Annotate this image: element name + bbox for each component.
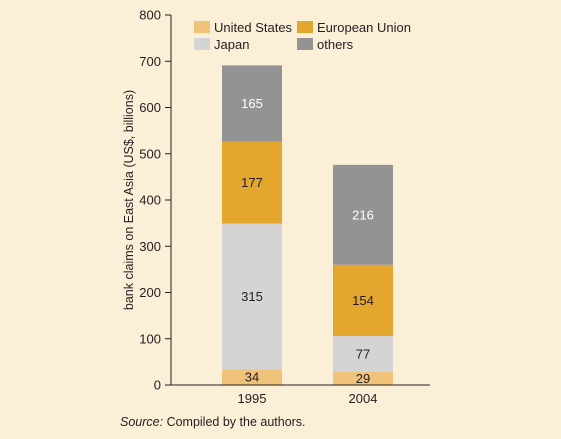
data-label-united-states-2004: 29 <box>356 371 370 386</box>
y-tick-label: 500 <box>139 146 161 161</box>
bar-segment-japan-1995 <box>222 223 282 370</box>
legend-label-others: others <box>317 37 354 52</box>
bar-segment-others-1995 <box>222 65 282 142</box>
bar-stack-2004: 29 77 154 216 <box>333 164 393 386</box>
legend-item-others: others <box>297 37 354 52</box>
legend: United States European Union Japan others <box>194 20 411 52</box>
legend-swatch-others <box>297 38 313 50</box>
source-prefix: Source: <box>120 415 164 429</box>
legend-swatch-japan <box>194 38 210 50</box>
bar-segment-united-states-1995 <box>222 369 282 385</box>
bar-segment-japan-2004 <box>333 335 393 372</box>
bar-segment-others-2004 <box>333 164 393 265</box>
y-axis: 0 100 200 300 400 500 600 700 800 <box>139 8 172 393</box>
x-tick-label: 2004 <box>349 391 378 406</box>
y-axis-label: bank claims on East Asia (US$, billions) <box>122 90 136 310</box>
legend-item-european-union: European Union <box>297 20 411 35</box>
data-label-united-states-1995: 34 <box>245 370 259 385</box>
data-label-japan-1995: 315 <box>241 289 263 304</box>
y-tick-label: 300 <box>139 239 161 254</box>
y-tick-label: 700 <box>139 54 161 69</box>
bar-segment-united-states-2004 <box>333 371 393 385</box>
stacked-bar-chart: 0 100 200 300 400 500 600 700 800 34 315 177 165 29 7… <box>122 8 430 406</box>
y-tick-label: 400 <box>139 193 161 208</box>
bar-stack-1995: 34 315 177 165 <box>222 65 282 385</box>
y-tick-label: 200 <box>139 285 161 300</box>
legend-label-european-union: European Union <box>317 20 411 35</box>
y-tick-label: 100 <box>139 331 161 346</box>
x-axis: 1995 2004 <box>171 384 430 406</box>
data-label-others-2004: 216 <box>352 207 374 222</box>
legend-item-japan: Japan <box>194 37 249 52</box>
legend-label-japan: Japan <box>214 37 249 52</box>
source-text: Compiled by the authors. <box>163 415 306 429</box>
legend-label-united-states: United States <box>214 20 293 35</box>
data-label-others-1995: 165 <box>241 96 263 111</box>
data-label-japan-2004: 77 <box>356 346 370 361</box>
data-label-european-union-1995: 177 <box>241 175 263 190</box>
y-tick-label: 600 <box>139 100 161 115</box>
y-tick-label: 0 <box>154 378 161 393</box>
legend-swatch-european-union <box>297 21 313 33</box>
x-tick-label: 1995 <box>238 391 267 406</box>
bar-segment-european-union-1995 <box>222 141 282 224</box>
legend-item-united-states: United States <box>194 20 293 35</box>
bar-segment-european-union-2004 <box>333 264 393 336</box>
y-tick-label: 800 <box>139 8 161 23</box>
bars: 34 315 177 165 29 77 154 216 <box>222 65 393 386</box>
data-label-european-union-2004: 154 <box>352 293 374 308</box>
source-note: Source: Compiled by the authors. <box>120 415 306 429</box>
legend-swatch-united-states <box>194 21 210 33</box>
